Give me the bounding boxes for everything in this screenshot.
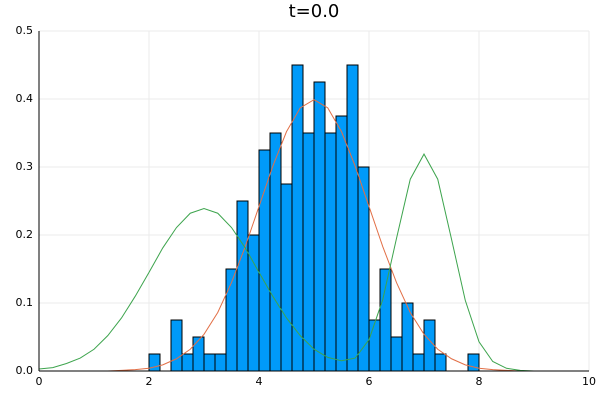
y-tick-label: 0.2 — [16, 228, 34, 241]
y-tick-label: 0.4 — [16, 92, 34, 105]
bar — [357, 166, 370, 372]
bar — [335, 115, 348, 372]
bar — [346, 64, 359, 372]
bar — [434, 353, 447, 372]
bar — [412, 353, 425, 372]
x-tick-label: 10 — [582, 375, 596, 388]
bar — [280, 183, 293, 372]
bar — [258, 149, 271, 372]
bar — [291, 64, 304, 372]
bar — [467, 353, 480, 372]
bar — [170, 319, 183, 372]
y-tick-label: 0.1 — [16, 296, 34, 309]
bar — [214, 353, 227, 372]
y-tick-label: 0.5 — [16, 24, 34, 37]
bar — [390, 336, 403, 372]
x-tick-label: 2 — [146, 375, 153, 388]
bar — [225, 268, 238, 372]
y-tick-label: 0.0 — [16, 364, 34, 377]
bar — [302, 132, 315, 372]
line — [38, 153, 589, 372]
line — [39, 99, 589, 372]
bar — [324, 132, 337, 372]
bar — [236, 200, 249, 372]
bar — [423, 319, 436, 372]
bar — [181, 353, 194, 372]
bar — [192, 336, 205, 372]
x-tick-label: 6 — [366, 375, 373, 388]
y-tick-label: 0.3 — [16, 160, 34, 173]
bar — [368, 319, 381, 372]
x-tick-label: 4 — [256, 375, 263, 388]
chart-title: t=0.0 — [289, 1, 340, 22]
bar — [401, 302, 414, 372]
bar — [379, 268, 392, 372]
bar — [313, 81, 326, 372]
bar — [203, 353, 216, 372]
x-tick-label: 8 — [476, 375, 483, 388]
x-tick-label: 0 — [36, 375, 43, 388]
bar — [148, 353, 161, 372]
